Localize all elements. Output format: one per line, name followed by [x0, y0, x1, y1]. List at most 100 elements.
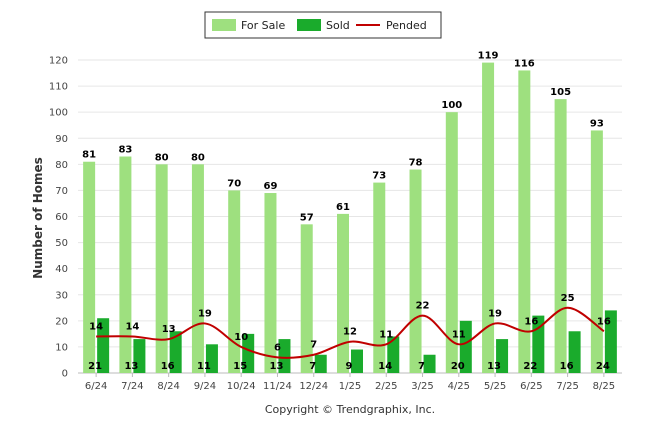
- bar-sold: [97, 318, 110, 373]
- bar-sold: [133, 339, 146, 373]
- data-label-for-sale: 61: [336, 202, 350, 213]
- legend-swatch-for-sale: [212, 19, 236, 31]
- y-tick-label: 70: [55, 186, 68, 197]
- bar-for-sale: [155, 164, 168, 373]
- data-label-pended: 25: [561, 293, 575, 304]
- data-label-sold: 14: [378, 361, 392, 372]
- data-label-pended: 10: [234, 332, 248, 343]
- data-label-for-sale: 78: [409, 158, 423, 169]
- bar-sold: [278, 339, 291, 373]
- data-label-sold: 22: [523, 361, 537, 372]
- data-label-for-sale: 57: [300, 212, 314, 223]
- data-label-pended: 16: [524, 316, 538, 327]
- x-tick-label: 7/24: [121, 381, 143, 392]
- legend-box: [204, 11, 442, 39]
- y-axis-title: Number of Homes: [31, 157, 45, 279]
- data-label-sold: 24: [596, 361, 610, 372]
- legend-label-for-sale: For Sale: [241, 19, 285, 32]
- y-tick-label: 80: [55, 160, 68, 171]
- data-label-pended: 19: [198, 308, 212, 319]
- legend-label-pended: Pended: [386, 19, 427, 32]
- data-label-for-sale: 93: [590, 118, 604, 129]
- y-tick-label: 30: [55, 290, 68, 301]
- data-label-sold: 16: [161, 361, 175, 372]
- data-label-pended: 19: [488, 308, 502, 319]
- data-label-sold: 11: [197, 361, 211, 372]
- data-label-for-sale: 105: [550, 87, 571, 98]
- y-tick-label: 10: [55, 342, 68, 353]
- x-tick-label: 6/25: [520, 381, 542, 392]
- bar-for-sale: [554, 99, 567, 373]
- copyright-credit: Copyright © Trendgraphix, Inc.: [265, 403, 435, 416]
- data-label-sold: 15: [233, 361, 247, 372]
- x-tick-label: 8/24: [157, 381, 179, 392]
- data-label-sold: 13: [487, 361, 501, 372]
- data-label-for-sale: 116: [514, 58, 535, 69]
- data-label-sold: 13: [270, 361, 284, 372]
- data-label-pended: 14: [89, 321, 103, 332]
- x-tick-label: 3/25: [411, 381, 433, 392]
- plot-area: 0 10 20 30 40 50 60 70 80 90 100 110 120 6/24 81 7/24 83…: [49, 51, 622, 392]
- bar-sold: [387, 336, 400, 373]
- data-label-for-sale: 81: [82, 150, 96, 161]
- data-label-sold: 7: [418, 361, 425, 372]
- bar-sold: [459, 320, 472, 373]
- bar-for-sale: [300, 224, 313, 373]
- bar-for-sale: [590, 130, 603, 373]
- legend-label-sold: Sold: [326, 19, 350, 32]
- y-tick-label: 100: [49, 108, 68, 119]
- bar-for-sale: [83, 161, 96, 373]
- data-label-for-sale: 80: [191, 152, 205, 163]
- x-tick-label: 7/25: [556, 381, 578, 392]
- bar-sold: [169, 331, 182, 373]
- y-tick-label: 60: [55, 212, 68, 223]
- x-tick-label: 9/24: [194, 381, 216, 392]
- data-label-for-sale: 119: [478, 51, 499, 62]
- bar-sold: [604, 310, 617, 373]
- bar-for-sale: [337, 213, 349, 373]
- bar-for-sale: [409, 169, 422, 373]
- data-label-for-sale: 80: [155, 152, 169, 163]
- legend-swatch-sold: [297, 19, 321, 31]
- y-tick-label: 120: [49, 56, 68, 67]
- data-label-pended: 7: [310, 340, 317, 351]
- y-tick-label: 110: [49, 82, 68, 93]
- bar-sold: [242, 333, 255, 373]
- data-label-pended: 12: [343, 327, 357, 338]
- data-label-pended: 6: [274, 342, 281, 353]
- y-tick-label: 40: [55, 264, 68, 275]
- data-label-pended: 16: [597, 316, 611, 327]
- y-tick-label: 20: [55, 316, 68, 327]
- data-label-pended: 14: [125, 321, 139, 332]
- data-label-sold: 13: [124, 361, 138, 372]
- data-label-pended: 22: [416, 301, 430, 312]
- x-tick-label: 1/25: [339, 381, 361, 392]
- x-tick-label: 2/25: [375, 381, 397, 392]
- bar-sold: [568, 331, 581, 373]
- y-tick-label: 90: [55, 134, 68, 145]
- x-tick-label: 12/24: [299, 381, 328, 392]
- bar-for-sale: [191, 164, 204, 373]
- data-label-for-sale: 83: [118, 145, 132, 156]
- bar-sold: [351, 349, 363, 373]
- bar-sold: [423, 354, 436, 373]
- bar-for-sale: [119, 156, 132, 373]
- data-label-pended: 11: [379, 329, 393, 340]
- x-tick-label: 4/25: [448, 381, 470, 392]
- bar-sold: [314, 354, 327, 373]
- y-tick-label: 50: [55, 238, 68, 249]
- x-tick-label: 6/24: [85, 381, 107, 392]
- bar-for-sale: [373, 182, 386, 373]
- bar-for-sale: [445, 112, 458, 374]
- x-tick-label: 8/25: [593, 381, 615, 392]
- data-label-sold: 9: [346, 361, 353, 372]
- data-label-sold: 21: [88, 361, 102, 372]
- data-label-pended: 11: [452, 329, 466, 340]
- bar-for-sale: [264, 193, 277, 373]
- data-label-for-sale: 69: [264, 181, 278, 192]
- bar-for-sale: [482, 62, 495, 373]
- legend: For Sale Sold Pended: [204, 11, 442, 39]
- bar-for-sale: [518, 70, 531, 373]
- data-label-sold: 20: [451, 361, 465, 372]
